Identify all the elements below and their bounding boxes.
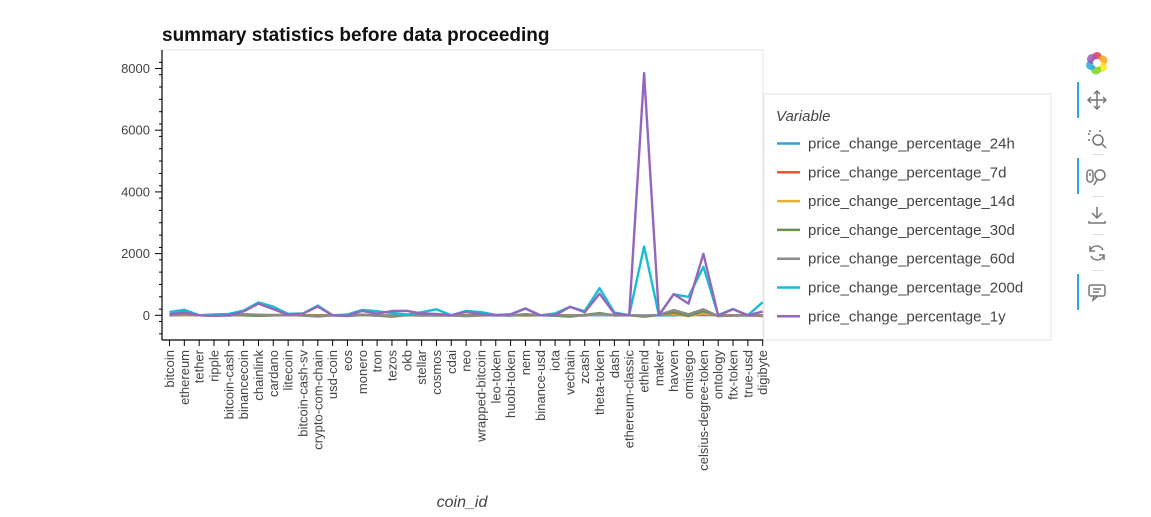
x-tick-label: cardano (266, 350, 281, 397)
hover-tool[interactable] (1084, 279, 1110, 305)
x-tick-label: wrapped-bitcoin (473, 350, 488, 443)
toolbar-separator (1092, 154, 1104, 155)
hover-icon (1088, 284, 1106, 302)
bokeh-logo[interactable] (1084, 50, 1110, 76)
x-tick-label: maker (651, 349, 666, 386)
x-tick-label: nem (518, 350, 533, 375)
x-tick-label: iota (548, 349, 563, 371)
x-tick-label: binancecoin (236, 350, 251, 419)
legend: Variable price_change_percentage_24hpric… (763, 93, 1052, 341)
toolbar-separator (1092, 196, 1104, 197)
x-tick-label: bitcoin (162, 350, 177, 388)
legend-entry: price_change_percentage_60d (808, 251, 1015, 268)
x-tick-label: ethereum (177, 350, 192, 405)
x-axis: bitcoin ethereum tether ripple bitcoin-cash b… (162, 339, 770, 471)
toolbar-separator (1092, 234, 1104, 235)
x-tick-label: litecoin (281, 350, 296, 390)
x-tick-label: monero (355, 350, 370, 394)
x-tick-label: dash (607, 350, 622, 378)
x-tick-label: leo-token (488, 350, 503, 403)
series-line-price-change-percentage-60d (169, 308, 763, 318)
y-tick-label: 8000 (121, 61, 150, 76)
legend-entry: price_change_percentage_30d (808, 222, 1015, 239)
toolbar (1077, 46, 1118, 316)
x-tick-label: ftx-token (726, 350, 741, 400)
bokeh-logo-icon (1086, 52, 1108, 75)
x-tick-label: okb (399, 350, 414, 371)
legend-entry: price_change_percentage_7d (808, 164, 1007, 181)
legend-entry: price_change_percentage_24h (808, 136, 1015, 153)
x-tick-label: tether (192, 349, 207, 383)
reset-tool[interactable] (1084, 240, 1110, 266)
save-icon (1088, 207, 1106, 224)
x-tick-label: true-usd (740, 350, 755, 398)
x-tick-label: vechain (562, 350, 577, 395)
series-line-price-change-percentage-1y (169, 71, 763, 317)
wheel-zoom-icon (1086, 169, 1106, 186)
y-tick-label: 4000 (121, 184, 150, 199)
hover-active-indicator (1077, 274, 1079, 310)
pan-tool[interactable] (1084, 87, 1110, 113)
x-tick-label: omisego (681, 350, 696, 399)
pan-active-indicator (1077, 82, 1079, 118)
y-tick-label: 0 (143, 308, 150, 323)
x-tick-label: cosmos (429, 350, 444, 395)
x-tick-label: ontology (711, 350, 726, 400)
toolbar-separator (1092, 270, 1104, 271)
save-tool[interactable] (1084, 202, 1110, 228)
x-tick-label: chainlink (251, 350, 266, 401)
legend-entry: price_change_percentage_14d (808, 193, 1015, 210)
y-tick-label: 2000 (121, 246, 150, 261)
pan-icon (1087, 90, 1107, 110)
x-tick-label: tron (370, 350, 385, 372)
x-tick-label: stellar (414, 349, 429, 384)
x-tick-label: huobi-token (503, 350, 518, 418)
x-tick-label: usd-coin (325, 350, 340, 399)
x-tick-label: cdai (444, 350, 459, 374)
x-tick-label: ethlend (637, 350, 652, 393)
x-tick-label: eos (340, 350, 355, 371)
wheel-zoom-active-indicator (1077, 158, 1079, 194)
reset-icon (1089, 245, 1105, 261)
series-lines (169, 71, 764, 318)
box-zoom-tool[interactable] (1084, 126, 1110, 152)
x-tick-label: celsius-degree-token (696, 350, 711, 471)
x-tick-label: havven (666, 350, 681, 392)
x-tick-label: ethereum-classic (622, 350, 637, 449)
x-tick-label: bitcoin-cash (221, 350, 236, 419)
legend-title: Variable (776, 108, 830, 125)
x-tick-label: neo (459, 350, 474, 372)
x-tick-label: ripple (206, 350, 221, 382)
x-tick-label: crypto-com-chain (310, 350, 325, 450)
x-tick-label: bitcoin-cash-sv (295, 350, 310, 437)
legend-frame (763, 93, 1052, 341)
x-tick-label: digibyte (755, 350, 770, 395)
x-tick-label: tezos (384, 350, 399, 382)
wheel-zoom-tool[interactable] (1084, 164, 1110, 190)
series-line-price-change-percentage-200d (169, 245, 764, 317)
legend-entry: price_change_percentage_1y (808, 308, 1006, 325)
chart-title: summary statistics before data proceedin… (162, 25, 550, 46)
x-axis-title: coin_id (437, 494, 489, 511)
y-axis: 0 2000 4000 6000 8000 (121, 50, 163, 340)
y-tick-label: 6000 (121, 123, 150, 138)
x-tick-label: zcash (577, 350, 592, 384)
box-zoom-icon (1088, 130, 1107, 149)
x-tick-label: binance-usd (533, 350, 548, 421)
x-tick-label: theta-token (592, 350, 607, 415)
legend-entry: price_change_percentage_200d (808, 280, 1023, 297)
